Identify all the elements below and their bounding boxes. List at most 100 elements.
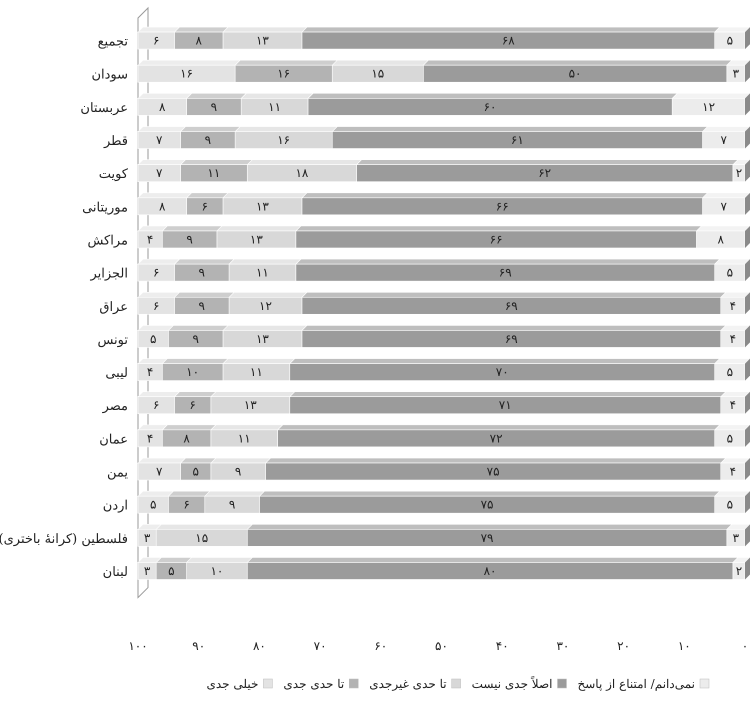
data-label: ۴ (730, 465, 736, 479)
data-label: ۸ (195, 34, 202, 48)
bar-segment-top (234, 126, 338, 132)
data-label: ۱۳ (256, 199, 269, 213)
bar-segment-4-6 (137, 230, 163, 249)
bar-segment-top (137, 424, 169, 431)
category-label: عربستان (80, 101, 128, 116)
data-label: ۵ (168, 564, 174, 578)
data-label: ۴ (730, 332, 736, 346)
data-label: ۶۸ (502, 34, 515, 48)
bar-segment-top (713, 26, 751, 33)
x-tick-label: ۸۰ (253, 639, 266, 653)
category-label: عراق (99, 300, 128, 315)
bar-segment-4-8 (137, 296, 175, 315)
data-label: ۳ (733, 531, 740, 545)
bar-segment-top (173, 391, 217, 398)
data-label: ۹ (199, 299, 205, 313)
bar-segment-top (137, 358, 169, 364)
bar-segment-top (137, 258, 181, 265)
bar-segment-top (167, 490, 211, 497)
bar-segment-4-13 (137, 462, 181, 481)
bar-segment-top (301, 291, 727, 298)
data-label: ۸ (159, 199, 166, 213)
data-label: ۴ (147, 365, 153, 379)
bar-segment-top (289, 358, 721, 364)
data-label: ۹ (229, 498, 235, 512)
bar-segment-top (161, 358, 229, 364)
bar-segment-4-15 (137, 529, 157, 547)
legend-label: تا حدی جدی (283, 677, 344, 691)
bar-side (745, 557, 750, 580)
bar-segment-top (185, 192, 229, 199)
bar-segment-4-1 (137, 64, 236, 83)
bar-segment-top (179, 126, 241, 132)
category-label: تجمیع (98, 35, 129, 50)
bar-segment-top (137, 225, 169, 232)
x-tick-label: ۱۰ (678, 639, 691, 653)
data-label: ۵ (192, 465, 198, 479)
bar-segment-4-0 (137, 31, 175, 50)
bar-segment-top (234, 59, 338, 66)
data-label: ۶۹ (505, 332, 518, 346)
data-label: ۷ (721, 199, 728, 213)
x-tick-label: ۷۰ (314, 639, 327, 653)
data-label: ۷۰ (496, 365, 509, 379)
data-label: ۶۲ (538, 166, 551, 180)
data-label: ۷۱ (499, 398, 512, 412)
bar-segment-top (137, 59, 241, 66)
bar-side (745, 259, 750, 282)
data-label: ۷۵ (487, 465, 500, 479)
x-tick-label: ۹۰ (192, 639, 205, 653)
data-label: ۱۳ (256, 34, 269, 48)
bar-segment-top (331, 126, 709, 132)
legend-swatch (263, 678, 273, 689)
data-label: ۶ (153, 34, 159, 48)
data-label: ۱۵ (195, 531, 208, 545)
bar-segment-top (204, 490, 266, 497)
bar-side (745, 491, 750, 514)
legend-label: خیلی جدی (206, 677, 258, 691)
bar-segment-top (167, 325, 229, 331)
bar-segment-top (155, 524, 253, 530)
bar-segment-top (137, 325, 175, 331)
data-label: ۷ (156, 133, 163, 147)
bar-segment-4-3 (137, 131, 181, 149)
x-tick-label: ۰ (742, 639, 748, 653)
bar-segment-top (222, 325, 308, 331)
bar-segment-top (228, 291, 308, 298)
bar-segment-top (246, 159, 363, 165)
data-label: ۳ (733, 67, 740, 81)
bar-side (745, 93, 750, 116)
bar-segment-top (222, 192, 308, 199)
bar-side (745, 424, 750, 447)
bar-segment-top (210, 391, 296, 398)
data-label: ۷۵ (481, 498, 494, 512)
bar-segment-4-5 (137, 197, 187, 216)
data-label: ۲ (736, 564, 742, 578)
x-tick-label: ۵۰ (435, 639, 448, 653)
bar-segment-top (137, 159, 187, 165)
data-label: ۱۳ (244, 398, 257, 412)
bar-side (745, 458, 750, 481)
data-label: ۷ (156, 166, 163, 180)
bar-side (745, 391, 750, 414)
bar-segment-top (713, 358, 751, 364)
legend: نمی‌دانم/ امتناع از پاسخ اصلاً جدی نیست تا… (206, 676, 710, 691)
bar-segment-top (301, 325, 727, 331)
bar-side (745, 60, 750, 83)
bar-segment-top (258, 490, 721, 497)
bar-side (745, 27, 750, 50)
data-label: ۱۶ (277, 67, 290, 81)
data-label: ۱۱ (256, 266, 269, 280)
data-label: ۳ (144, 564, 151, 578)
bar-segment-top (713, 258, 751, 265)
data-label: ۱۶ (180, 67, 193, 81)
data-label: ۶۹ (505, 299, 518, 313)
bar-segment-top (137, 490, 175, 497)
bar-segment-top (179, 457, 217, 464)
legend-swatch (348, 678, 359, 689)
data-label: ۷ (156, 465, 163, 479)
category-label: الجزایر (89, 267, 128, 282)
legend-swatch (557, 678, 567, 689)
legend-label: نمی‌دانم/ امتناع از پاسخ (577, 677, 695, 691)
